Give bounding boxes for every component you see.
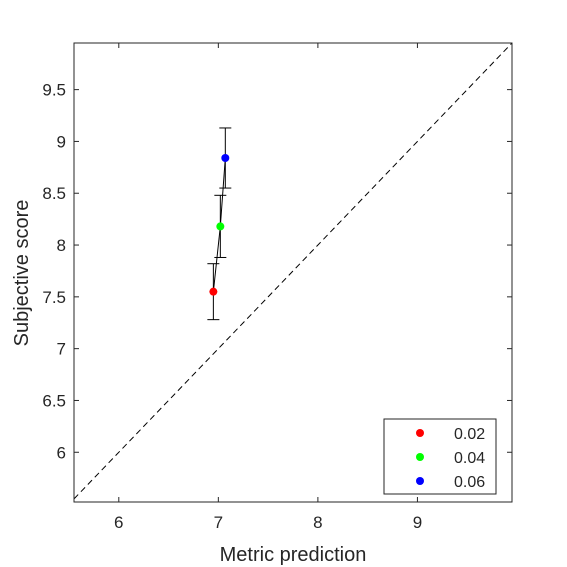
legend-label: 0.06 xyxy=(454,474,485,491)
y-axis-label: Subjective score xyxy=(11,200,33,347)
data-point xyxy=(209,287,218,296)
data-point xyxy=(221,154,230,163)
x-tick-label: 6 xyxy=(114,513,123,532)
reference-line xyxy=(73,42,513,500)
x-tick-label: 7 xyxy=(214,513,223,532)
y-tick-label: 8 xyxy=(57,236,66,255)
legend-label: 0.04 xyxy=(454,450,485,467)
legend-marker xyxy=(416,453,424,461)
y-tick-label: 9.5 xyxy=(42,81,66,100)
legend: 0.02 0.04 0.06 xyxy=(383,418,497,495)
x-tick-label: 9 xyxy=(413,513,422,532)
y-tick-label: 6 xyxy=(57,443,66,462)
y-tick-label: 8.5 xyxy=(42,184,66,203)
y-tick-label: 6.5 xyxy=(42,391,66,410)
tick-layer: 6 7 8 9 6 6.5 7 7.5 8 8.5 9 9.5 xyxy=(42,43,512,532)
legend-marker xyxy=(416,429,424,437)
x-axis-label: Metric prediction xyxy=(220,544,367,566)
y-tick-label: 9 xyxy=(57,132,66,151)
plot-frame xyxy=(73,42,513,503)
x-tick-label: 8 xyxy=(313,513,322,532)
data-point xyxy=(216,222,225,231)
reference-layer xyxy=(73,42,513,500)
legend-label: 0.02 xyxy=(454,426,485,443)
legend-box xyxy=(383,418,497,495)
y-tick-label: 7 xyxy=(57,340,66,359)
y-tick-label: 7.5 xyxy=(42,288,66,307)
legend-marker xyxy=(416,477,424,485)
data-layer xyxy=(207,127,232,321)
